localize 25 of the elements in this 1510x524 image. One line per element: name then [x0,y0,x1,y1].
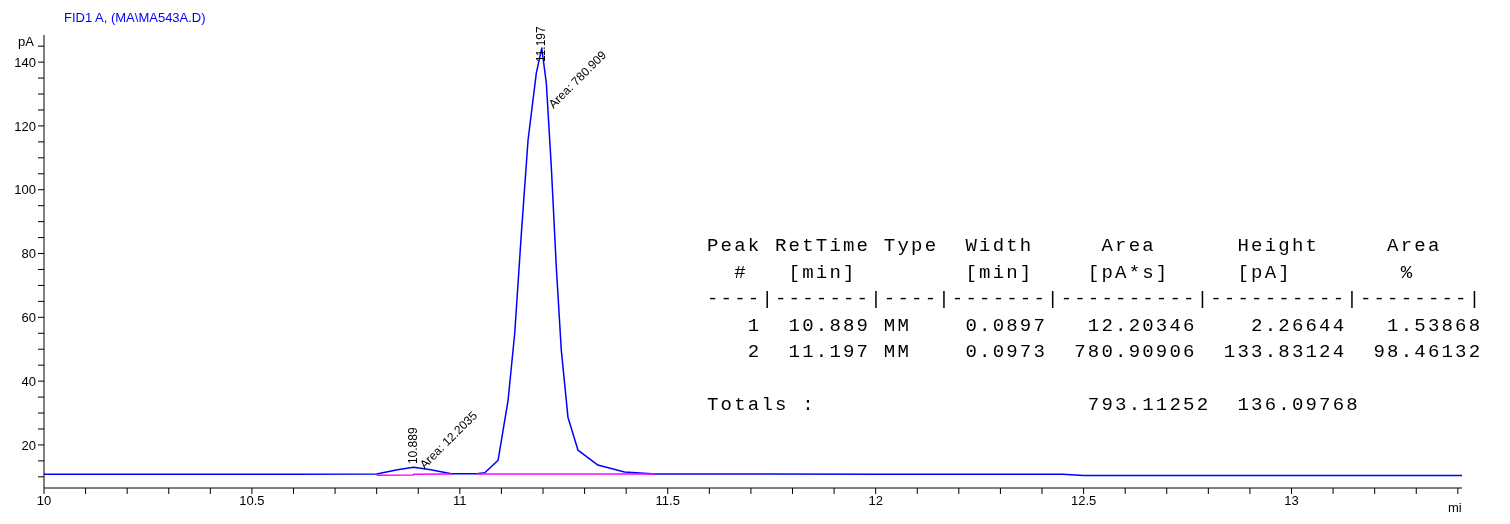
y-tick-label: 40 [21,373,36,389]
text: # [min] [min] [pA*s] [pA] % [734,261,1415,284]
y-tick-label: 20 [21,437,36,453]
x-tick-label: 11.5 [655,493,680,509]
text: 1 10.889 MM 0.0897 12.20346 2.26644 1.53868 [747,314,1483,337]
text: ----|-------|----|-------|----------|----------|--------| [707,288,1483,310]
x-axis-title: mi [1448,500,1463,515]
x-tick-label: 11 [453,493,467,509]
text: 2 11.197 MM 0.0973 780.90906 133.83124 98.46132 [747,341,1483,363]
y-axis-title: pA [18,34,34,49]
y-tick-label: 120 [14,118,36,134]
x-tick-label: 10.5 [239,493,265,509]
x-tick-label: 12 [868,493,883,509]
y-tick-label: 80 [21,246,36,262]
y-tick-label: 140 [14,54,36,70]
text: Peak RetTime Type Width Area Height Area [707,235,1442,257]
x-tick-label: 13 [1284,493,1299,509]
y-tick-label: 100 [14,182,36,198]
annotation: 10.889 [405,427,420,465]
y-tick-label: 60 [21,309,36,325]
x-tick-label: 12.5 [1070,493,1097,509]
chart-title: FID1 A, (MA\MA543A.D) [64,10,206,25]
annotation: 11.197 [533,25,548,63]
x-tick-label: 10 [36,493,52,509]
text: Totals : 793.11252 136.09768 [707,394,1360,416]
